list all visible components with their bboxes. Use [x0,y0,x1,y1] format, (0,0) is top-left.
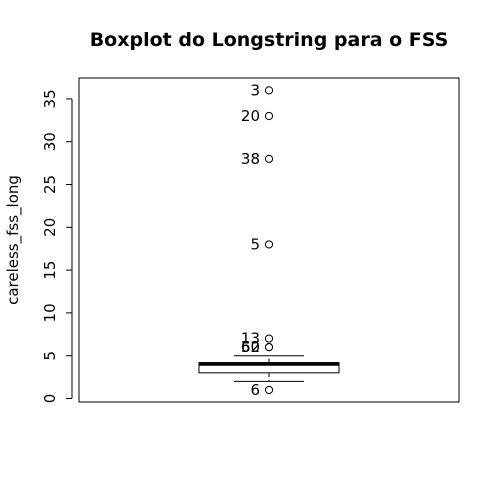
y-tick-label: 5 [41,351,59,361]
outlier-point [264,154,274,163]
outlier-point [264,334,274,343]
outlier-label: 20 [241,107,260,125]
iqr-box [198,362,340,374]
outlier-label: 13 [241,330,260,348]
outlier-label: 3 [250,81,260,99]
y-axis-ticks: 0 5 10 15 20 25 30 35 [41,89,72,403]
plot-frame [78,77,460,403]
outlier-label: 62 [241,338,260,356]
box-group [198,355,340,382]
outlier-label: 38 [241,150,260,168]
y-tick-label: 10 [41,303,59,322]
outlier-point [264,111,274,121]
outlier-label: 5 [250,235,260,253]
y-tick-label: 25 [41,175,59,194]
chart-title: Boxplot do Longstring para o FSS [90,29,449,51]
y-tick-label: 15 [41,261,59,280]
outlier-point [264,240,274,249]
y-tick-label: 35 [41,89,59,108]
outlier-point [264,86,274,95]
outlier-label: 6 [250,381,260,399]
y-tick-label: 30 [41,132,59,151]
y-axis-label: careless_fss_long [4,175,23,305]
y-tick-label: 0 [41,394,59,404]
outlier-point [264,385,274,395]
y-tick-label: 20 [41,218,59,237]
outlier-point [264,343,274,352]
outlier-label: 50 [241,338,260,356]
